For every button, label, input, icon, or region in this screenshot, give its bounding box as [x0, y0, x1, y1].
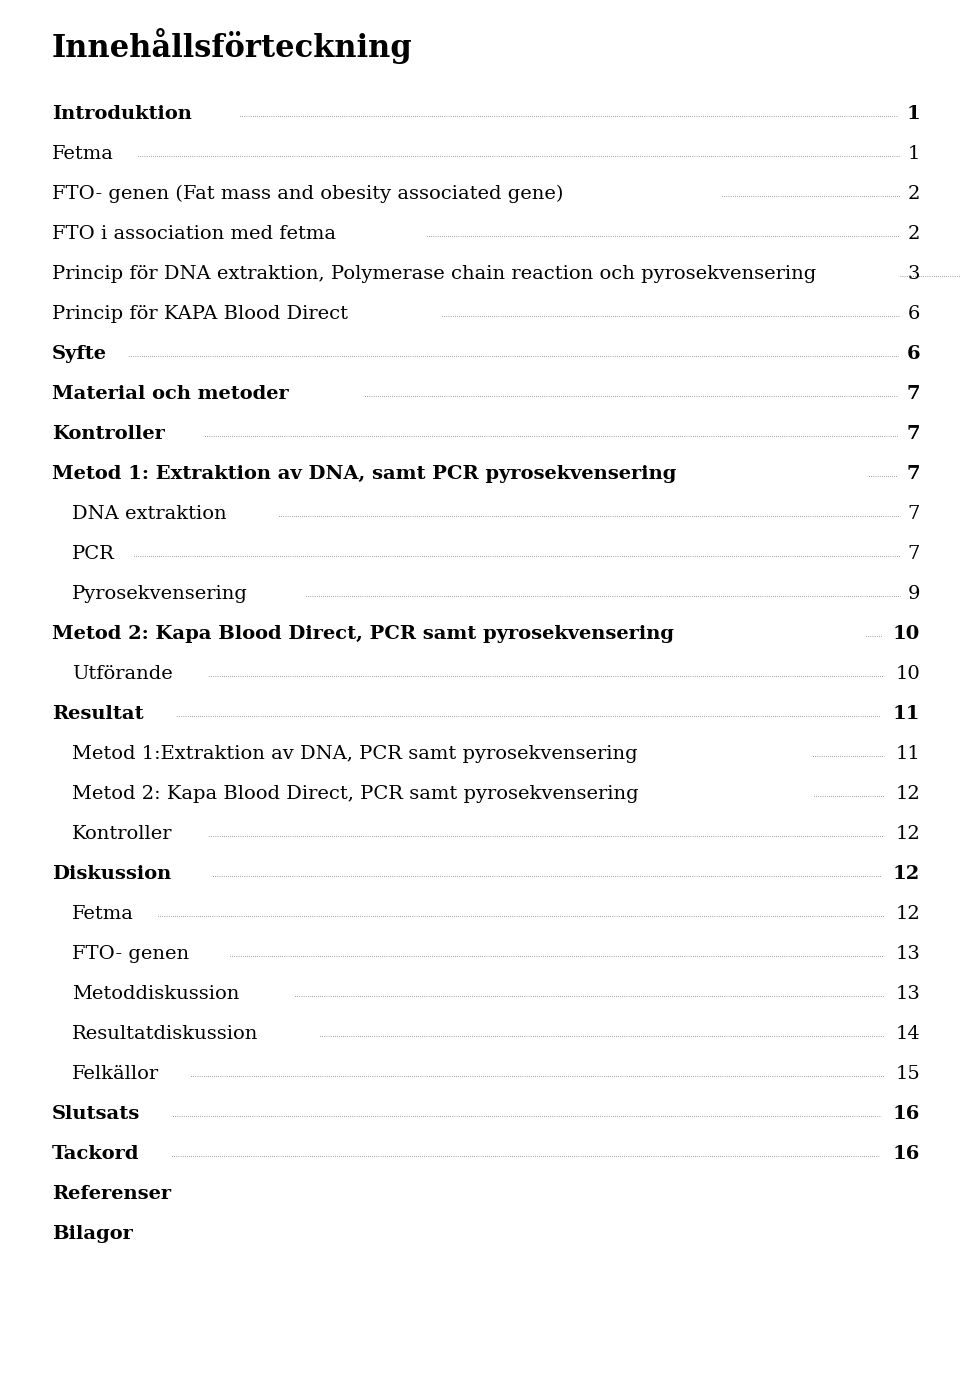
Text: Resultat: Resultat [52, 705, 144, 723]
Text: 7: 7 [907, 544, 920, 562]
Text: 11: 11 [893, 705, 920, 723]
Text: 2: 2 [907, 186, 920, 203]
Text: 12: 12 [896, 905, 920, 923]
Text: 10: 10 [893, 626, 920, 644]
Text: 16: 16 [893, 1145, 920, 1163]
Text: 12: 12 [896, 825, 920, 843]
Text: 9: 9 [907, 584, 920, 604]
Text: 6: 6 [907, 305, 920, 323]
Text: 12: 12 [893, 865, 920, 883]
Text: Diskussion: Diskussion [52, 865, 171, 883]
Text: Metod 2: Kapa Blood Direct, PCR samt pyrosekvensering: Metod 2: Kapa Blood Direct, PCR samt pyr… [72, 785, 638, 803]
Text: 16: 16 [893, 1106, 920, 1123]
Text: Princip för KAPA Blood Direct: Princip för KAPA Blood Direct [52, 305, 348, 323]
Text: Metod 1: Extraktion av DNA, samt PCR pyrosekvensering: Metod 1: Extraktion av DNA, samt PCR pyr… [52, 465, 677, 483]
Text: Metod 2: Kapa Blood Direct, PCR samt pyrosekvensering: Metod 2: Kapa Blood Direct, PCR samt pyr… [52, 626, 674, 644]
Text: 1: 1 [906, 104, 920, 122]
Text: 14: 14 [896, 1024, 920, 1044]
Text: Kontroller: Kontroller [52, 425, 165, 443]
Text: Referenser: Referenser [52, 1185, 171, 1203]
Text: 2: 2 [907, 226, 920, 243]
Text: Metod 1:Extraktion av DNA, PCR samt pyrosekvensering: Metod 1:Extraktion av DNA, PCR samt pyro… [72, 745, 637, 763]
Text: Bilagor: Bilagor [52, 1225, 132, 1243]
Text: Syfte: Syfte [52, 345, 107, 363]
Text: 11: 11 [896, 745, 920, 763]
Text: 3: 3 [907, 265, 920, 283]
Text: Pyrosekvensering: Pyrosekvensering [72, 584, 248, 604]
Text: 10: 10 [896, 666, 920, 683]
Text: Innehållsförteckning: Innehållsförteckning [52, 28, 413, 65]
Text: FTO- genen: FTO- genen [72, 945, 189, 962]
Text: Felkällor: Felkällor [72, 1066, 159, 1084]
Text: DNA extraktion: DNA extraktion [72, 505, 227, 522]
Text: Utförande: Utförande [72, 666, 173, 683]
Text: 7: 7 [906, 385, 920, 403]
Text: Fetma: Fetma [52, 144, 114, 164]
Text: Fetma: Fetma [72, 905, 133, 923]
Text: Slutsats: Slutsats [52, 1106, 140, 1123]
Text: 13: 13 [895, 945, 920, 962]
Text: Metoddiskussion: Metoddiskussion [72, 984, 239, 1002]
Text: 12: 12 [896, 785, 920, 803]
Text: Tackord: Tackord [52, 1145, 139, 1163]
Text: FTO i association med fetma: FTO i association med fetma [52, 226, 336, 243]
Text: 15: 15 [896, 1066, 920, 1084]
Text: 7: 7 [907, 505, 920, 522]
Text: Kontroller: Kontroller [72, 825, 173, 843]
Text: PCR: PCR [72, 544, 115, 562]
Text: 13: 13 [895, 984, 920, 1002]
Text: Material och metoder: Material och metoder [52, 385, 289, 403]
Text: Resultatdiskussion: Resultatdiskussion [72, 1024, 258, 1044]
Text: 1: 1 [907, 144, 920, 164]
Text: Introduktion: Introduktion [52, 104, 192, 122]
Text: Princip för DNA extraktion, Polymerase chain reaction och pyrosekvensering: Princip för DNA extraktion, Polymerase c… [52, 265, 816, 283]
Text: FTO- genen (Fat mass and obesity associated gene): FTO- genen (Fat mass and obesity associa… [52, 186, 564, 203]
Text: 7: 7 [906, 465, 920, 483]
Text: 6: 6 [906, 345, 920, 363]
Text: 7: 7 [906, 425, 920, 443]
